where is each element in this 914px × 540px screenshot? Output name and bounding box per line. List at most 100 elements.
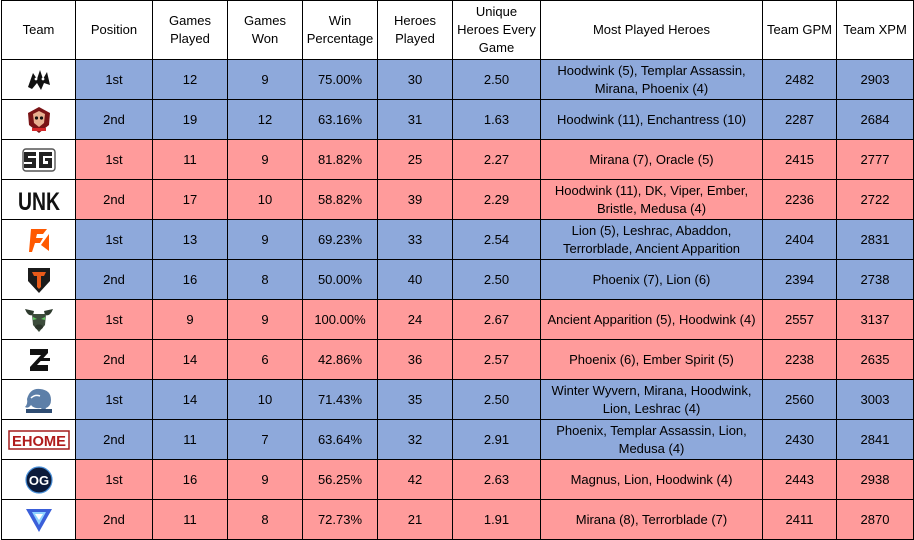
header-team: Team: [1, 0, 76, 60]
team-xpm-cell: 2831: [836, 219, 914, 260]
tundra-logo-icon: [3, 261, 75, 299]
team-logo-cell: OG: [1, 459, 76, 500]
table-row: 1st 11 9 81.82% 25 2.27 Mirana (7), Oracle (5)…: [1, 139, 914, 180]
heroes-played-cell: 39: [377, 179, 453, 220]
unique-heroes-cell: 1.63: [452, 99, 541, 140]
games-played-cell: 9: [152, 299, 228, 340]
team-gpm-cell: 2443: [762, 459, 837, 500]
team-gpm-cell: 2430: [762, 419, 837, 460]
most-played-cell: Lion (5), Leshrac, Abaddon, Terrorblade,…: [540, 219, 763, 260]
team-xpm-cell: 2738: [836, 259, 914, 300]
team-logo-cell: [1, 219, 76, 260]
team-xpm-cell: 2722: [836, 179, 914, 220]
team-xpm-cell: 2938: [836, 459, 914, 500]
position-cell: 1st: [75, 59, 153, 100]
games-won-cell: 9: [227, 299, 303, 340]
most-played-cell: Ancient Apparition (5), Hoodwink (4): [540, 299, 763, 340]
table-row: EHOME 2nd 11 7 63.64% 32 2.91 Phoenix, Templar …: [1, 419, 914, 460]
games-won-cell: 8: [227, 499, 303, 540]
team-gpm-cell: 2394: [762, 259, 837, 300]
ehome-logo-text: EHOME: [12, 433, 66, 450]
header-team-xpm: Team XPM: [836, 0, 914, 60]
table-row: 1st 9 9 100.00% 24 2.67 Ancient Apparition (5)…: [1, 299, 914, 340]
most-played-cell: Phoenix (7), Lion (6): [540, 259, 763, 300]
position-cell: 1st: [75, 139, 153, 180]
team-xpm-cell: 2635: [836, 339, 914, 380]
heroes-played-cell: 30: [377, 59, 453, 100]
position-cell: 2nd: [75, 499, 153, 540]
position-cell: 2nd: [75, 419, 153, 460]
games-won-cell: 10: [227, 379, 303, 420]
bull-logo-icon: [3, 301, 75, 339]
most-played-cell: Winter Wyvern, Mirana, Hoodwink, Lion, L…: [540, 379, 763, 420]
position-cell: 2nd: [75, 99, 153, 140]
heroes-played-cell: 33: [377, 219, 453, 260]
win-percentage-cell: 75.00%: [302, 59, 378, 100]
header-unique-heroes: Unique Heroes Every Game: [452, 0, 541, 60]
team-gpm-cell: 2404: [762, 219, 837, 260]
win-percentage-cell: 100.00%: [302, 299, 378, 340]
games-played-cell: 12: [152, 59, 228, 100]
team-gpm-cell: 2287: [762, 99, 837, 140]
team-xpm-cell: 2903: [836, 59, 914, 100]
heroes-played-cell: 31: [377, 99, 453, 140]
header-heroes-played: Heroes Played: [377, 0, 453, 60]
win-percentage-cell: 63.16%: [302, 99, 378, 140]
position-cell: 1st: [75, 219, 153, 260]
unique-heroes-cell: 2.50: [452, 59, 541, 100]
games-played-cell: 11: [152, 419, 228, 460]
games-played-cell: 11: [152, 139, 228, 180]
team-logo-cell: UNK: [1, 179, 76, 220]
team-gpm-cell: 2238: [762, 339, 837, 380]
unique-heroes-cell: 2.29: [452, 179, 541, 220]
games-won-cell: 7: [227, 419, 303, 460]
team-xpm-cell: 3137: [836, 299, 914, 340]
games-won-cell: 9: [227, 139, 303, 180]
heroes-played-cell: 24: [377, 299, 453, 340]
og-logo-text: OG: [28, 473, 48, 488]
elephant-logo-icon: [3, 381, 75, 419]
fnatic-logo-icon: [3, 221, 75, 259]
header-row: Team Position Games Played Games Won Win…: [1, 0, 914, 60]
heroes-played-cell: 25: [377, 139, 453, 180]
most-played-cell: Mirana (7), Oracle (5): [540, 139, 763, 180]
win-percentage-cell: 72.73%: [302, 499, 378, 540]
team-xpm-cell: 2684: [836, 99, 914, 140]
games-won-cell: 8: [227, 259, 303, 300]
heroes-played-cell: 35: [377, 379, 453, 420]
team-gpm-cell: 2482: [762, 59, 837, 100]
unique-heroes-cell: 1.91: [452, 499, 541, 540]
games-played-cell: 14: [152, 339, 228, 380]
heroes-played-cell: 36: [377, 339, 453, 380]
position-cell: 2nd: [75, 179, 153, 220]
unique-heroes-cell: 2.27: [452, 139, 541, 180]
header-games-played: Games Played: [152, 0, 228, 60]
unique-heroes-cell: 2.57: [452, 339, 541, 380]
team-xpm-cell: 3003: [836, 379, 914, 420]
unique-heroes-cell: 2.91: [452, 419, 541, 460]
ehome-logo-icon: EHOME: [3, 421, 75, 459]
games-won-cell: 10: [227, 179, 303, 220]
header-team-gpm: Team GPM: [762, 0, 837, 60]
team-gpm-cell: 2411: [762, 499, 837, 540]
most-played-cell: Hoodwink (5), Templar Assassin, Mirana, …: [540, 59, 763, 100]
table-row: 1st 14 10 71.43% 35 2.50 Winter Wyvern, Mirana…: [1, 379, 914, 420]
games-won-cell: 12: [227, 99, 303, 140]
table-row: 1st 13 9 69.23% 33 2.54 Lion (5), Leshrac, Aba…: [1, 219, 914, 260]
team-gpm-cell: 2415: [762, 139, 837, 180]
most-played-cell: Phoenix, Templar Assassin, Lion, Medusa …: [540, 419, 763, 460]
team-gpm-cell: 2560: [762, 379, 837, 420]
team-logo-cell: [1, 139, 76, 180]
win-percentage-cell: 81.82%: [302, 139, 378, 180]
team-logo-cell: EHOME: [1, 419, 76, 460]
games-won-cell: 6: [227, 339, 303, 380]
header-position: Position: [75, 0, 153, 60]
heroes-played-cell: 32: [377, 419, 453, 460]
games-played-cell: 14: [152, 379, 228, 420]
table-row: 2nd 11 8 72.73% 21 1.91 Mirana (8), Terrorblad…: [1, 499, 914, 540]
games-won-cell: 9: [227, 459, 303, 500]
position-cell: 2nd: [75, 339, 153, 380]
games-played-cell: 16: [152, 259, 228, 300]
unk-logo-text: UNK: [18, 188, 60, 214]
